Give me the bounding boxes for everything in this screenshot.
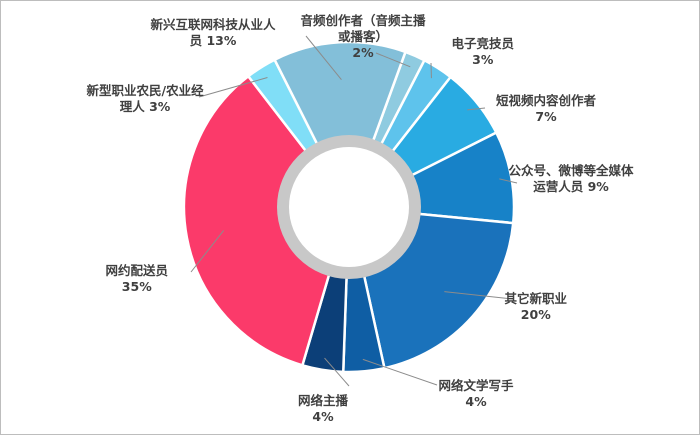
- data-label-anchor: 网络主播 4%: [298, 393, 348, 425]
- data-label-other: 其它新职业 20%: [505, 291, 568, 323]
- leader-line-delivery: [190, 230, 225, 273]
- leader-line-podcast: [375, 52, 411, 68]
- data-label-shortvideo: 短视频内容创作者 7%: [496, 93, 596, 125]
- data-label-farmer: 新型职业农民/农业经 理人 3%: [87, 83, 204, 115]
- data-label-writer: 网络文学写手 4%: [439, 378, 514, 410]
- data-label-line: 4%: [312, 409, 334, 424]
- data-label-line: 4%: [465, 394, 487, 409]
- data-label-line: 新型职业农民/农业经: [86, 83, 204, 98]
- data-label-line: 音频创作者（音频主播: [300, 13, 426, 28]
- data-label-line: 公众号、微博等全媒体: [508, 163, 634, 178]
- donut-hole-inner: [289, 147, 409, 267]
- leader-line-internet: [305, 35, 342, 81]
- data-label-internet: 新兴互联网科技从业人员 13%: [151, 17, 276, 49]
- data-label-line: 2%: [352, 45, 374, 60]
- data-label-line: 运营人员 9%: [533, 179, 609, 194]
- leader-line-shortvideo: [467, 107, 486, 111]
- data-label-line: 新兴互联网科技从业人: [150, 17, 276, 32]
- data-label-line: 7%: [535, 109, 557, 124]
- leader-line-media: [499, 178, 518, 184]
- data-label-line: 3%: [472, 52, 494, 67]
- data-label-line: 电子竞技员: [451, 36, 515, 51]
- data-label-line: 35%: [121, 279, 152, 294]
- leader-line-other: [444, 291, 514, 300]
- leader-line-anchor: [324, 357, 350, 387]
- data-label-line: 网约配送员: [105, 263, 169, 278]
- data-label-delivery: 网约配送员 35%: [106, 263, 169, 295]
- data-label-line: 网络主播: [298, 393, 349, 408]
- data-label-esports: 电子竞技员 3%: [452, 36, 515, 68]
- data-label-podcast: 音频创作者（音频主播 或播客） 2%: [301, 13, 426, 61]
- data-label-line: 短视频内容创作者: [496, 93, 597, 108]
- data-label-media: 公众号、微博等全媒体 运营人员 9%: [509, 163, 634, 195]
- data-label-line: 理人 3%: [119, 99, 171, 114]
- data-label-line: 20%: [520, 307, 551, 322]
- data-label-line: 其它新职业: [504, 291, 568, 306]
- leader-line-farmer: [198, 77, 268, 98]
- leader-line-writer: [362, 358, 438, 386]
- data-label-line: 网络文学写手: [438, 378, 514, 393]
- data-label-line: 员 13%: [189, 33, 237, 48]
- data-label-line: 或播客）: [338, 29, 389, 44]
